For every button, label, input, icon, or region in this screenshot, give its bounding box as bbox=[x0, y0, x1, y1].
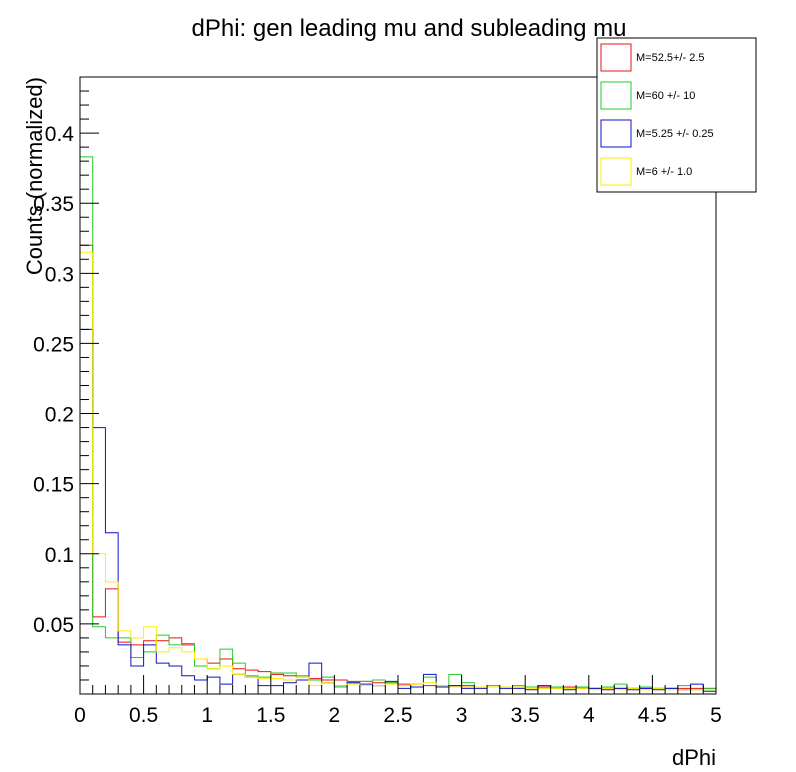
x-axis-tick-labels: 0 0.5 1 1.5 2 2.5 3 3.5 4 4.5 5 bbox=[74, 704, 722, 727]
x-tick-label: 3 bbox=[456, 704, 468, 727]
x-tick-label: 4.5 bbox=[638, 704, 667, 727]
legend: M=52.5+/- 2.5 M=60 +/- 10 M=5.25 +/- 0.25 M… bbox=[596, 37, 757, 193]
legend-label: M=60 +/- 10 bbox=[636, 90, 695, 102]
series-line-4 bbox=[79, 251, 717, 694]
x-tick-label: 0 bbox=[74, 704, 86, 727]
x-tick-label: 2 bbox=[329, 704, 341, 727]
y-axis-label: Counts (normalized) bbox=[22, 77, 47, 275]
x-tick-label: 4 bbox=[583, 704, 595, 727]
y-tick-label: 0.2 bbox=[45, 404, 74, 427]
legend-label: M=5.25 +/- 0.25 bbox=[636, 128, 714, 140]
chart-title: dPhi: gen leading mu and subleading mu bbox=[192, 15, 627, 42]
y-tick-label: 0.15 bbox=[33, 474, 74, 497]
y-tick-label: 0.35 bbox=[33, 193, 74, 216]
legend-label: M=52.5+/- 2.5 bbox=[636, 52, 705, 64]
x-tick-label: 2.5 bbox=[383, 704, 412, 727]
y-axis-tick-labels: 0.05 0.1 0.15 0.2 0.25 0.3 0.35 0.4 bbox=[33, 123, 74, 637]
x-tick-label: 1.5 bbox=[256, 704, 285, 727]
y-axis-ticks bbox=[80, 76, 99, 681]
x-tick-label: 1 bbox=[201, 704, 213, 727]
legend-label: M=6 +/- 1.0 bbox=[636, 166, 692, 178]
y-tick-label: 0.25 bbox=[33, 333, 74, 356]
x-tick-label: 5 bbox=[710, 704, 722, 727]
x-axis-ticks bbox=[79, 675, 717, 694]
y-tick-label: 0.3 bbox=[45, 263, 74, 286]
legend-box bbox=[596, 37, 757, 193]
legend-swatch bbox=[600, 157, 632, 186]
y-tick-label: 0.1 bbox=[45, 544, 74, 567]
legend-swatch bbox=[600, 119, 632, 148]
y-tick-label: 0.4 bbox=[45, 123, 75, 146]
x-axis-label: dPhi bbox=[672, 745, 716, 770]
y-tick-label: 0.05 bbox=[33, 614, 74, 637]
legend-swatch bbox=[600, 81, 632, 110]
x-tick-label: 0.5 bbox=[129, 704, 158, 727]
x-tick-label: 3.5 bbox=[511, 704, 540, 727]
legend-swatch bbox=[600, 43, 632, 72]
